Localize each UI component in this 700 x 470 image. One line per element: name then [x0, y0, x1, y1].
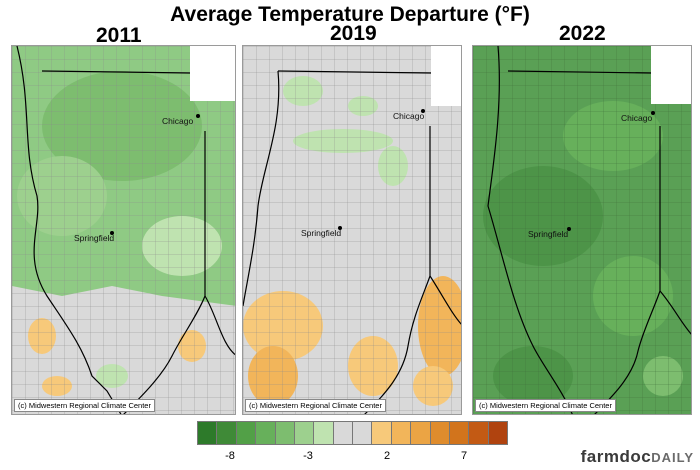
page-title: Average Temperature Departure (°F) — [170, 3, 530, 26]
map-panel-2019: Chicago Springfield (c) Midwestern Regio… — [242, 45, 462, 415]
chicago-label: Chicago — [621, 113, 652, 123]
springfield-label: Springfield — [74, 233, 114, 243]
legend-swatch — [294, 422, 315, 444]
chicago-label: Chicago — [162, 116, 193, 126]
year-label-2011: 2011 — [96, 24, 142, 47]
legend-tick: -3 — [303, 450, 313, 462]
state-border-east — [364, 126, 431, 414]
legend-swatch — [449, 422, 470, 444]
brand-sub: DAILY — [651, 450, 694, 465]
lake-michigan — [651, 46, 691, 104]
legend-swatch — [217, 422, 237, 444]
springfield-label: Springfield — [301, 228, 341, 238]
legend-swatch — [411, 422, 431, 444]
map-panel-2011: Chicago Springfield (c) Midwestern Regio… — [11, 45, 236, 415]
river-border — [429, 275, 461, 325]
chicago-label: Chicago — [393, 111, 424, 121]
state-border-east — [594, 126, 661, 414]
lake-michigan — [431, 46, 461, 106]
state-border-west — [243, 70, 280, 307]
chicago-marker — [421, 109, 425, 113]
brand-main: farmdoc — [580, 447, 652, 466]
legend-swatch — [372, 422, 392, 444]
legend-tick: 7 — [460, 450, 468, 462]
brand-logo: farmdocDAILY — [581, 447, 694, 467]
springfield-marker — [567, 227, 571, 231]
chicago-marker — [651, 111, 655, 115]
legend-swatch — [391, 422, 412, 444]
state-border-west — [487, 46, 573, 414]
state-border-north — [507, 70, 652, 74]
state-border-west — [16, 46, 122, 414]
year-label-2022: 2022 — [559, 22, 606, 45]
legend-swatch — [488, 422, 507, 444]
springfield-label: Springfield — [528, 229, 568, 239]
map-credit: (c) Midwestern Regional Climate Center — [14, 399, 155, 412]
legend-swatch — [236, 422, 257, 444]
springfield-marker — [110, 231, 114, 235]
legend-swatch — [469, 422, 489, 444]
legend-swatch — [314, 422, 334, 444]
map-credit: (c) Midwestern Regional Climate Center — [475, 399, 616, 412]
state-border-north — [41, 70, 191, 74]
state-border-east — [123, 131, 206, 414]
legend-tick: 2 — [383, 450, 391, 462]
map-2011: Chicago Springfield — [12, 46, 235, 414]
chicago-marker — [196, 114, 200, 118]
legend-swatch — [430, 422, 450, 444]
legend-swatch — [198, 422, 218, 444]
springfield-marker — [338, 226, 342, 230]
river-border — [204, 295, 235, 356]
legend-swatch — [333, 422, 353, 444]
lake-michigan — [190, 46, 235, 101]
legend-swatch — [275, 422, 295, 444]
map-credit: (c) Midwestern Regional Climate Center — [245, 399, 386, 412]
state-border-north — [277, 70, 432, 74]
river-border — [659, 290, 691, 335]
map-2019: Chicago Springfield — [243, 46, 461, 414]
color-legend — [197, 421, 508, 445]
map-panel-2022: Chicago Springfield (c) Midwestern Regio… — [472, 45, 692, 415]
legend-swatch — [256, 422, 276, 444]
legend-tick: -8 — [225, 450, 235, 462]
year-label-2019: 2019 — [330, 22, 377, 45]
legend-swatch — [353, 422, 373, 444]
map-2022: Chicago Springfield — [473, 46, 691, 414]
